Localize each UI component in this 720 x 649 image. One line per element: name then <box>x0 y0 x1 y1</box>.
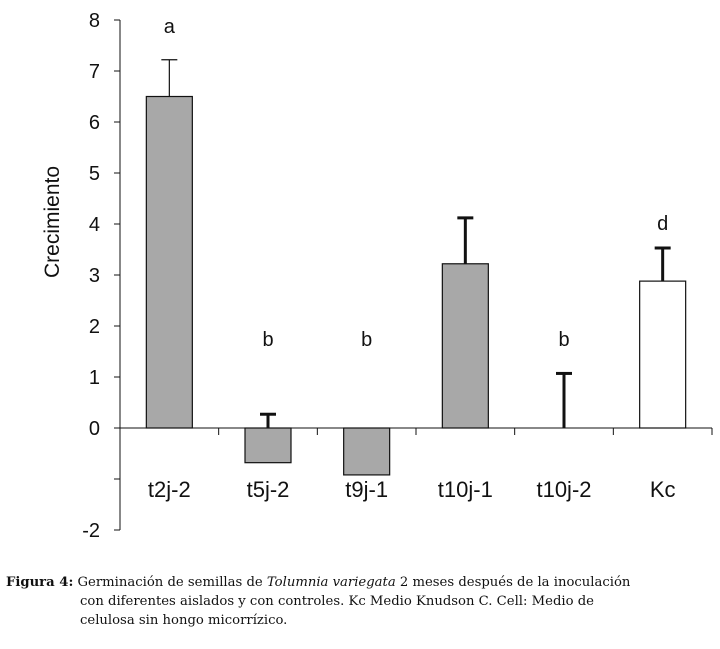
category-label-t9j-1: t9j-1 <box>345 477 388 502</box>
significance-label-t9j-1: b <box>361 329 372 351</box>
y-tick-label: 7 <box>89 61 100 83</box>
caption-line-2: con diferentes aislados y con controles.… <box>80 594 594 609</box>
caption-text-1: Germinación de semillas de <box>77 575 267 590</box>
y-tick-label: -2 <box>82 520 100 542</box>
figure-caption: Figura 4: Germinación de semillas de Tol… <box>6 573 716 630</box>
bar-t9j-1 <box>343 427 391 476</box>
significance-label-t2j-2: a <box>164 16 176 38</box>
bars <box>145 59 687 476</box>
caption-line-3: celulosa sin hongo micorrízico. <box>80 613 288 628</box>
caption-species: Tolumnia variegata <box>266 575 396 590</box>
bar-t10j-1 <box>441 263 489 429</box>
category-label-t10j-1: t10j-1 <box>438 477 493 502</box>
caption-label: Figura 4: <box>6 575 74 590</box>
bar-Kc <box>639 280 687 429</box>
y-tick-label: 2 <box>89 316 100 338</box>
category-label-Kc: Kc <box>650 477 676 502</box>
y-tick-label: 8 <box>89 10 100 32</box>
significance-label-t10j-2: b <box>558 329 569 351</box>
category-label-t10j-2: t10j-2 <box>536 477 591 502</box>
y-tick-label: 4 <box>89 214 100 236</box>
y-tick-label: 3 <box>89 265 100 287</box>
y-axis-label: Crecimiento <box>41 166 64 278</box>
y-tick-label: 1 <box>89 367 100 389</box>
labels: t2j-2 a t5j-2 b t9j-1 b t10j-1 t10j-2 b Kc d <box>148 16 676 502</box>
significance-label-t5j-2: b <box>262 329 273 351</box>
y-tick-label: 5 <box>89 163 100 185</box>
bar-chart: 8 7 6 5 4 3 2 1 0 -2 Crecimiento t2j-2 a t5j-2 b t9j-1… <box>41 10 713 542</box>
bar-t2j-2 <box>145 95 193 429</box>
caption-text-2: 2 meses después de la inoculación <box>395 575 631 590</box>
category-label-t2j-2: t2j-2 <box>148 477 191 502</box>
y-tick-label: 6 <box>89 112 100 134</box>
category-label-t5j-2: t5j-2 <box>247 477 290 502</box>
bar-t5j-2 <box>244 427 292 464</box>
axes: 8 7 6 5 4 3 2 1 0 -2 Crecimiento <box>41 10 713 542</box>
y-tick-label: 0 <box>89 418 100 440</box>
significance-label-Kc: d <box>657 213 668 235</box>
